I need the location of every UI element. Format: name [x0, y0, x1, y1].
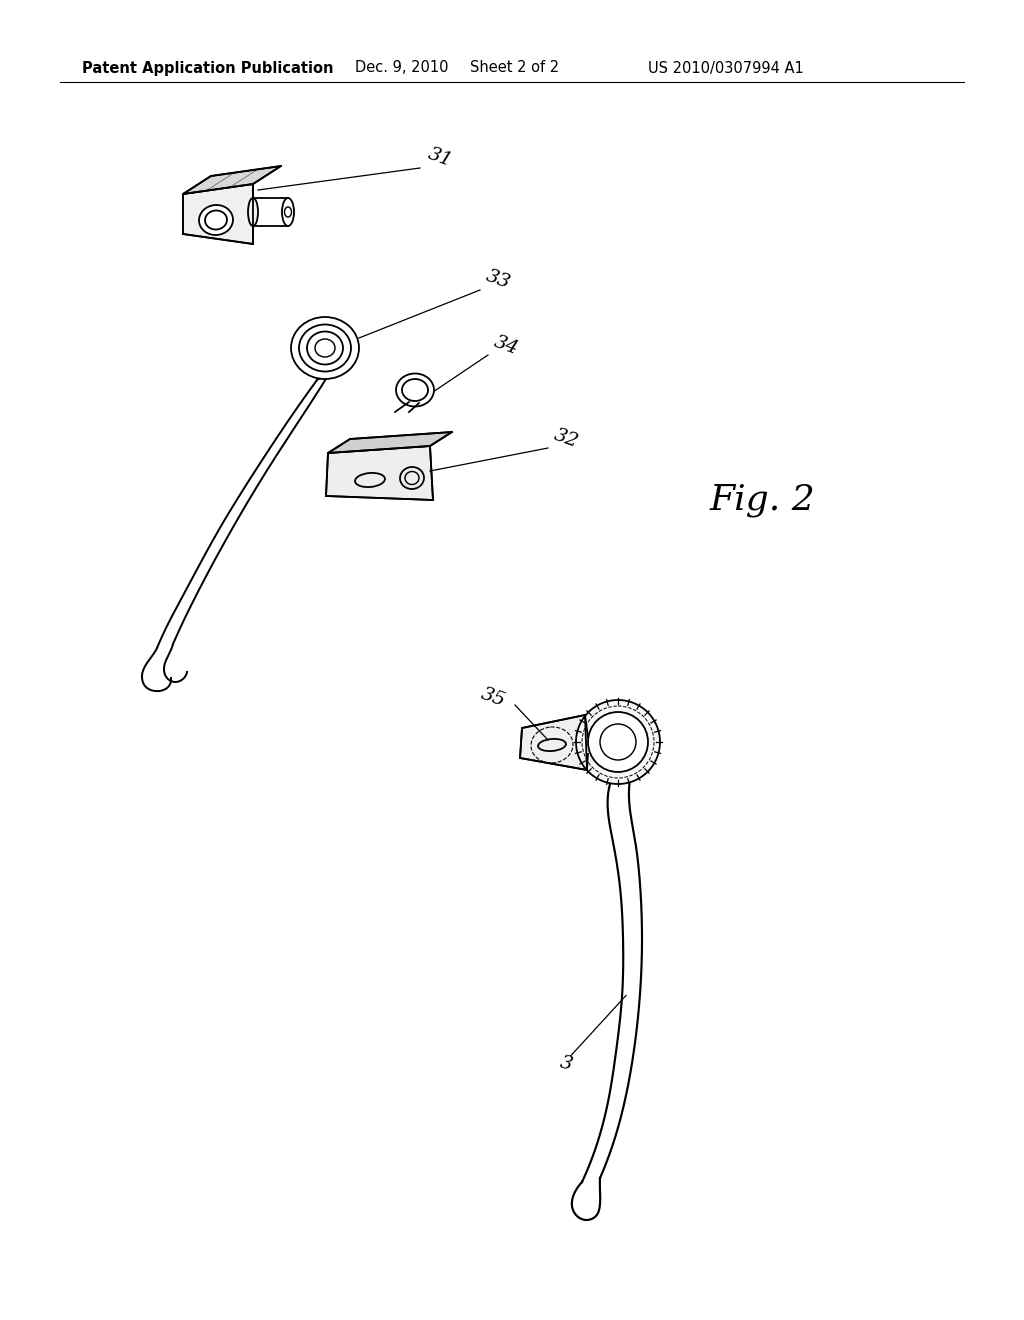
Text: Patent Application Publication: Patent Application Publication: [82, 61, 334, 75]
Text: US 2010/0307994 A1: US 2010/0307994 A1: [648, 61, 804, 75]
Text: 35: 35: [478, 685, 508, 710]
Ellipse shape: [299, 325, 351, 371]
Circle shape: [575, 700, 660, 784]
Ellipse shape: [291, 317, 359, 379]
Circle shape: [588, 711, 648, 772]
Text: 31: 31: [425, 145, 455, 170]
Ellipse shape: [396, 374, 434, 407]
Ellipse shape: [248, 198, 258, 226]
Polygon shape: [328, 432, 452, 453]
Text: Sheet 2 of 2: Sheet 2 of 2: [470, 61, 559, 75]
Ellipse shape: [307, 331, 343, 364]
Polygon shape: [520, 715, 587, 770]
Polygon shape: [183, 183, 253, 244]
Polygon shape: [326, 446, 433, 500]
Ellipse shape: [199, 205, 233, 235]
Text: 3: 3: [558, 1053, 574, 1073]
Ellipse shape: [282, 198, 294, 226]
Text: Fig. 2: Fig. 2: [710, 483, 816, 517]
Polygon shape: [183, 166, 281, 194]
Text: 33: 33: [483, 268, 512, 293]
Text: 34: 34: [490, 334, 520, 359]
Text: Dec. 9, 2010: Dec. 9, 2010: [355, 61, 449, 75]
Text: 32: 32: [551, 426, 581, 451]
